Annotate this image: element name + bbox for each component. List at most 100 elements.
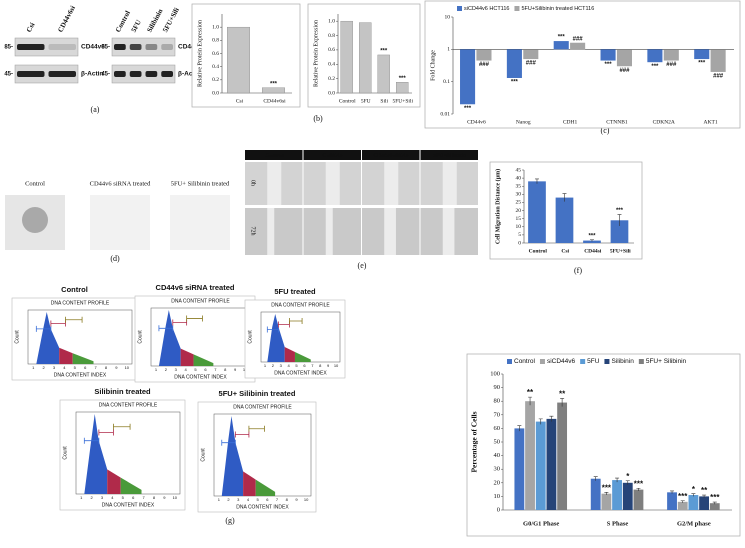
x-tick-label: CD44v6si [263,98,286,104]
flow-x-label: DNA CONTENT INDEX [236,504,289,510]
marker-label: 85- [101,45,110,51]
bar [506,49,522,78]
bar [667,492,677,510]
flow-gate [186,315,203,322]
flow-g2-peak [120,477,142,494]
column-label: 5FU+Silibinin [433,153,466,159]
blot-band [145,44,158,50]
flow-tick-label: 5 [295,363,298,368]
y-tick-label: 1.0 [212,24,219,30]
y-tick-label: 0 [497,506,500,513]
flow-tick-label: 8 [224,367,227,372]
blot-band [48,71,76,77]
spheroid-image [90,195,150,250]
flow-tick-label: 2 [227,497,230,502]
flow-plot-title: DNA CONTENT PROFILE [271,302,330,308]
bar [359,22,372,94]
column-header [362,150,420,160]
flow-x-label: DNA CONTENT INDEX [274,370,327,376]
flow-plot-title: DNA CONTENT PROFILE [171,298,230,304]
bar [677,501,688,510]
bar [396,82,409,94]
bar [377,54,390,94]
blot-band [17,44,45,50]
flow-tick-label: 6 [266,497,269,502]
y-tick-label: 0.6 [328,47,335,53]
image-caption: 5FU+ Silibinin treated [171,180,230,187]
blot-band [161,44,173,50]
flow-tick-label: 5 [194,367,197,372]
y-tick-label: 10 [494,493,501,500]
legend-label: Control [514,358,536,365]
flow-tick-label: 10 [125,365,130,370]
blot-band [114,44,126,50]
protein-label: CD44v6 [81,44,105,51]
y-tick-label: 30 [494,466,501,473]
significance-label: ### [573,36,584,42]
y-tick-label: 0.2 [212,77,219,83]
panel-label: (f) [574,266,582,275]
bar [528,181,546,243]
x-tick-label: Nanog [516,119,531,125]
y-tick-label: 10 [445,14,451,20]
bar [600,49,616,61]
x-tick-label: Csi [561,248,569,254]
bar [514,428,525,510]
wound-gap [325,162,340,205]
flow-tick-label: 5 [257,497,260,502]
bar [709,503,720,510]
blot-band [129,44,142,50]
y-tick-label: 10 [516,224,522,230]
flow-tick-label: 3 [101,495,104,500]
significance-label: ### [619,68,630,74]
y-tick-label: 0.0 [328,90,335,96]
legend-swatch [507,359,512,364]
flow-x-label: DNA CONTENT INDEX [174,374,227,380]
flow-tick-label: 3 [237,497,240,502]
flow-tick-label: 9 [115,365,118,370]
flow-g1-peak [221,416,244,496]
flow-tick-label: 3 [175,367,178,372]
y-tick-label: 15 [516,216,522,222]
x-tick-label: S Phase [607,520,629,527]
flow-tick-label: 1 [264,363,267,368]
marker-label: 85- [4,45,13,51]
y-axis-label: Cell Migration Distance (µm) [494,169,501,244]
flow-gate [158,325,174,332]
x-tick-label: CDKN2A [653,119,675,125]
bar [694,49,710,60]
legend-label: 5FU+ Silibinin [646,358,687,365]
significance-label: *** [651,64,659,70]
significance-label: *** [511,80,519,86]
flow-y-label: Count [62,446,68,460]
significance-label: *** [558,35,566,41]
flow-tick-label: 10 [173,495,178,500]
flow-title: 5FU treated [274,287,316,296]
significance-label: ** [701,486,708,495]
bar [622,482,633,510]
flow-tick-label: 2 [90,495,93,500]
significance-label: * [626,472,630,481]
flow-gate [83,437,100,444]
legend-swatch [457,6,462,11]
bar [616,49,632,67]
flow-title: 5FU+ Silibinin treated [219,389,296,398]
column-label: CD44v6 siRNA [373,153,409,159]
column-header [303,150,361,160]
bar [557,402,568,510]
x-tick-label: AKT1 [704,119,718,125]
flow-y-label: Count [247,330,253,344]
significance-label: *** [588,233,596,239]
legend-label: 5FU [587,358,600,365]
significance-label: *** [380,49,388,55]
flow-x-label: DNA CONTENT INDEX [102,502,155,508]
bar [570,42,586,50]
y-tick-label: 0.8 [328,33,335,39]
legend-swatch [604,359,610,364]
flow-g2-peak [255,479,276,496]
y-tick-label: 40 [494,452,501,459]
wound-gap [384,208,396,255]
spheroid-image [170,195,230,250]
y-tick-label: 60 [494,425,501,432]
